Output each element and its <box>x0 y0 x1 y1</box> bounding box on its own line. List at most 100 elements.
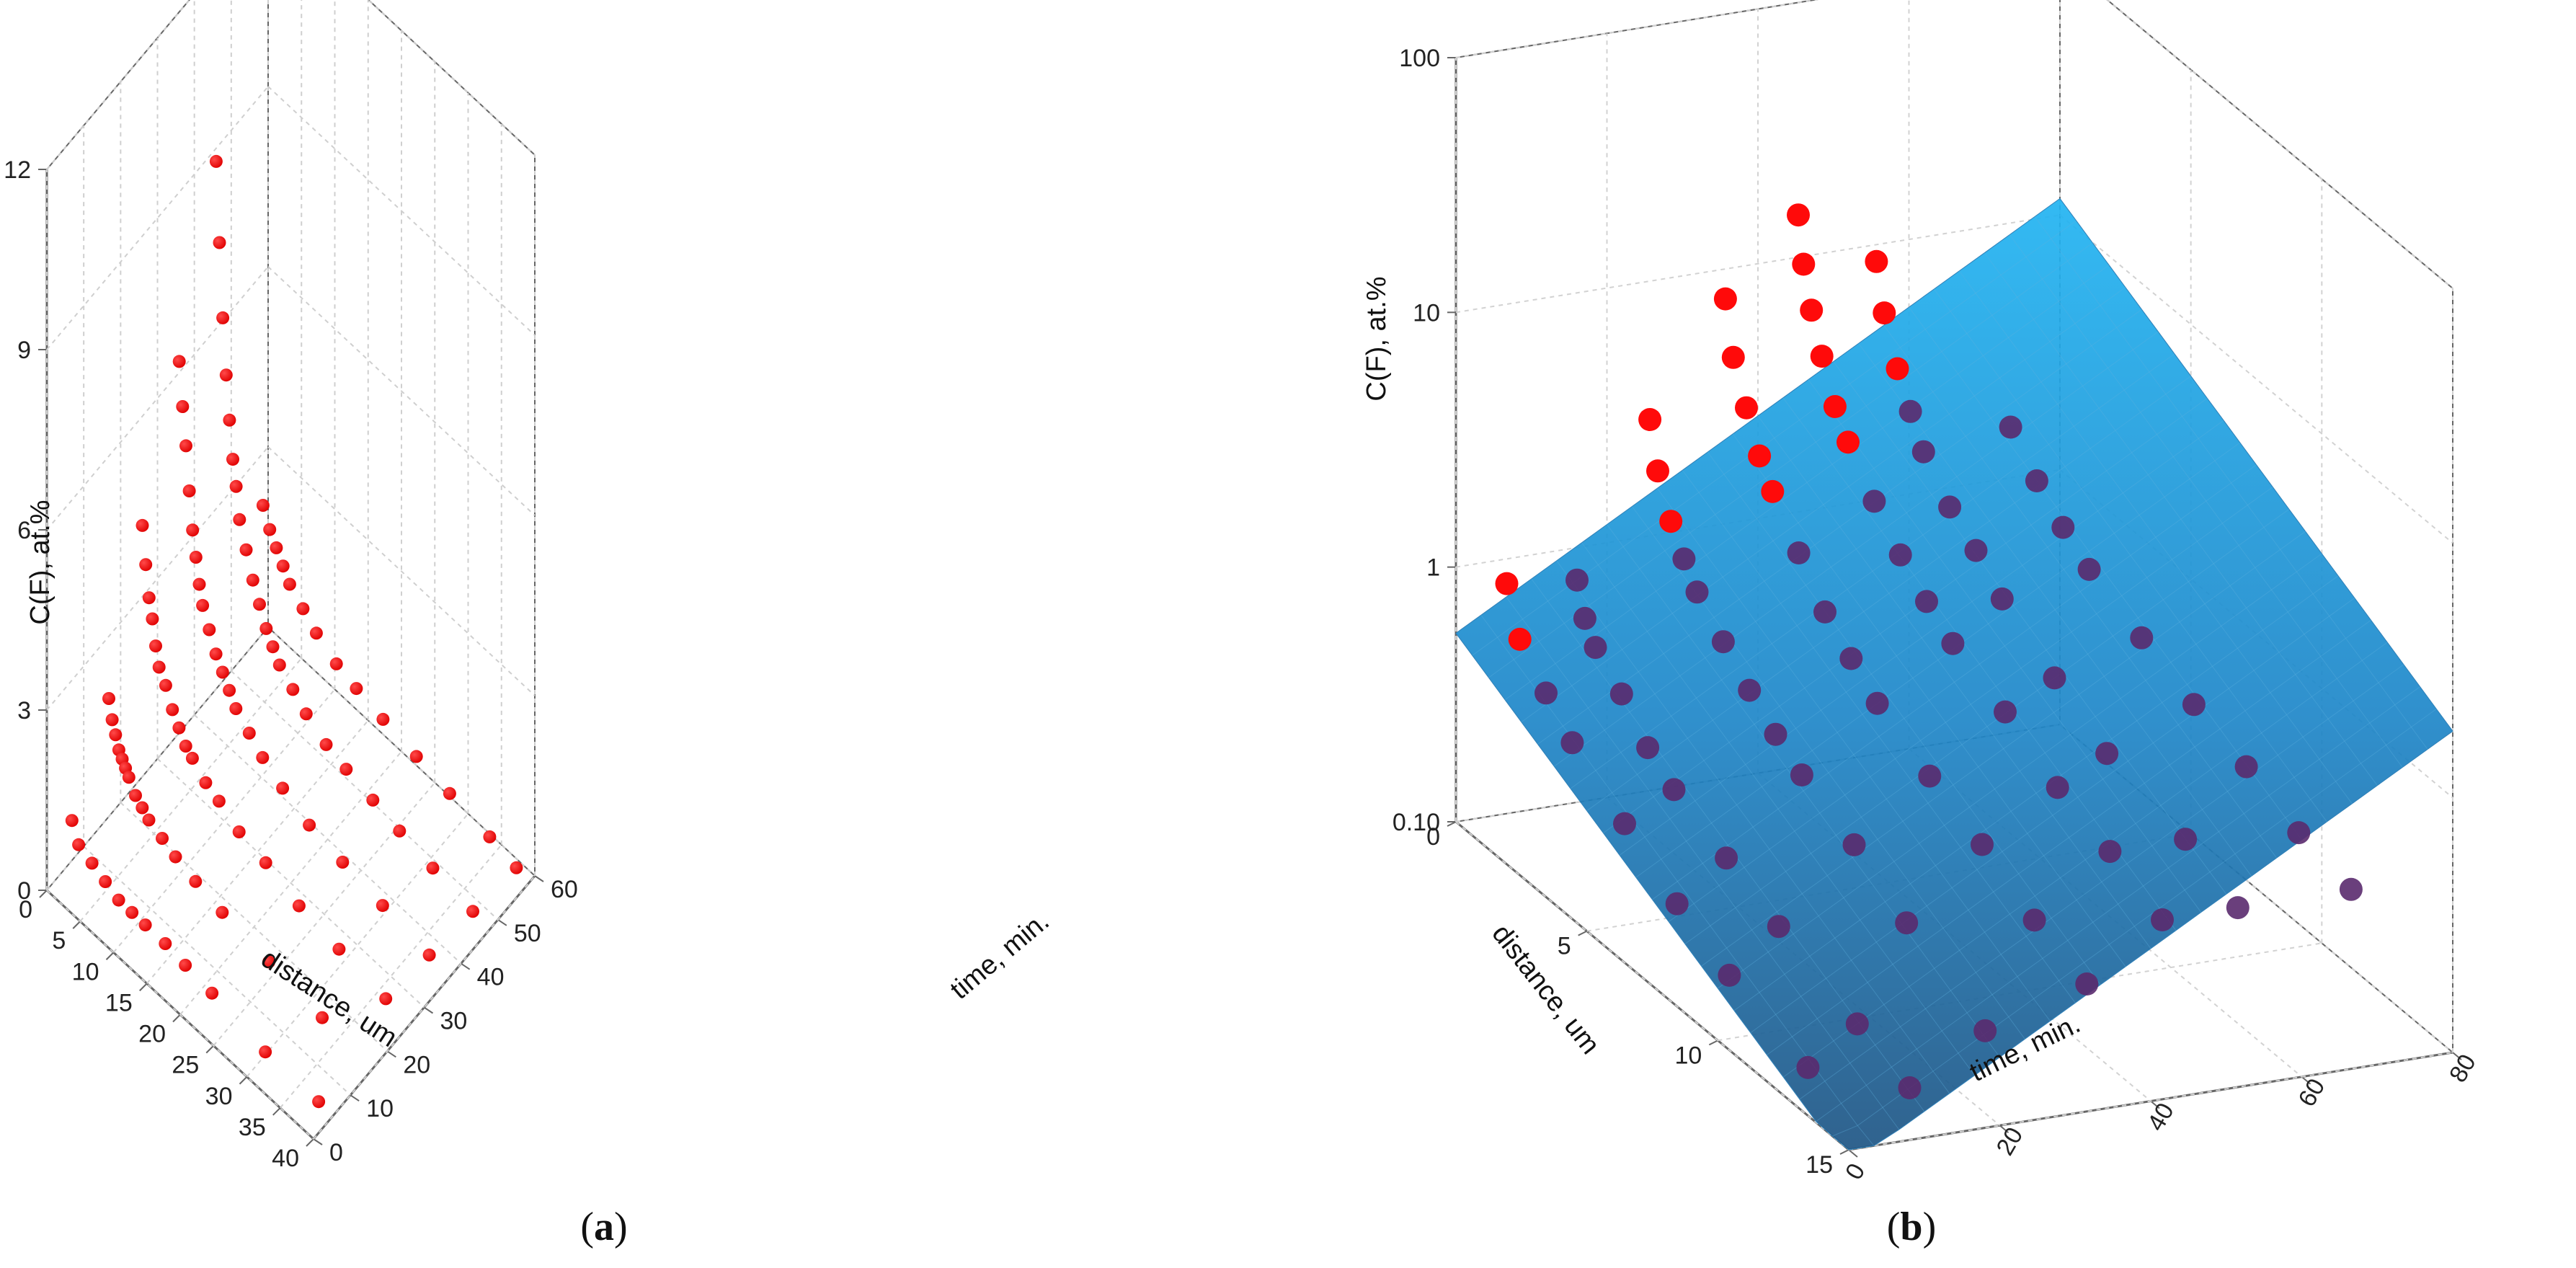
z-tick-label: 9 <box>17 337 31 364</box>
data-point-b <box>1638 408 1662 431</box>
data-point-b <box>1685 580 1709 604</box>
surface-mesh-line <box>1488 242 2093 678</box>
data-point-a <box>379 992 393 1006</box>
panel-b-fit-surface <box>1455 198 2453 1150</box>
tick-mark <box>2150 1100 2160 1109</box>
surface-mesh-line <box>1909 306 2302 841</box>
data-point-b <box>1964 538 1988 562</box>
grid-line <box>46 626 269 891</box>
x-tick-label: 40 <box>272 1145 299 1172</box>
data-point-b <box>2151 908 2174 931</box>
data-point-b <box>1646 459 1669 483</box>
data-point-a <box>125 905 139 919</box>
grid-line <box>79 657 303 922</box>
data-point-a <box>109 728 123 742</box>
surface-mesh-line <box>1701 531 2306 967</box>
data-point-b <box>1865 249 1888 273</box>
data-point-a <box>102 692 115 705</box>
data-point-a <box>172 721 186 735</box>
surface-mesh-line <box>1537 309 2142 745</box>
box-edge <box>367 0 536 156</box>
data-point-a <box>299 707 313 721</box>
grid-line <box>1848 1052 2453 1150</box>
data-point-b <box>1941 631 1965 655</box>
panel-b-z-axis-label: C(F), at.% <box>1362 276 1392 401</box>
surface-mesh-line <box>1603 398 2208 833</box>
data-point-b <box>1613 812 1636 835</box>
grid-line <box>1908 748 2303 1078</box>
data-point-a <box>192 577 206 591</box>
tick-mark <box>2301 1076 2311 1085</box>
tick-mark <box>105 952 115 960</box>
data-point-a <box>266 640 280 654</box>
data-point-b <box>1672 547 1696 571</box>
data-point-a <box>136 518 149 532</box>
data-point-a <box>166 703 179 717</box>
data-point-a <box>409 750 423 763</box>
tick-mark <box>1848 1149 1858 1158</box>
data-point-b <box>1938 495 1962 519</box>
data-point-a <box>139 558 153 572</box>
data-point-a <box>316 1011 329 1024</box>
data-point-a <box>259 856 272 869</box>
data-point-b <box>1508 627 1532 651</box>
surface-mesh-line <box>1757 415 2151 949</box>
data-point-b <box>1721 345 1745 369</box>
grid-line <box>267 446 536 696</box>
grid-line <box>112 688 336 953</box>
data-point-a <box>196 598 210 612</box>
data-point-a <box>209 647 223 661</box>
data-point-b <box>1790 763 1813 786</box>
data-point-b <box>1796 1055 1820 1079</box>
surface-mesh-line <box>1733 575 2339 1011</box>
data-point-a <box>159 937 172 950</box>
data-point-b <box>1718 963 1741 987</box>
data-point-a <box>176 400 190 413</box>
z-tick-label: 0 <box>17 877 31 905</box>
data-point-a <box>259 621 273 635</box>
data-point-a <box>376 712 390 726</box>
data-point-b <box>1584 636 1607 660</box>
data-point-b <box>2075 972 2099 996</box>
data-point-a <box>203 623 216 637</box>
data-point-a <box>213 236 226 249</box>
grid-line <box>246 813 469 1078</box>
panel-b-data-points <box>1495 203 2363 1099</box>
data-point-b <box>2025 469 2048 492</box>
data-point-a <box>199 776 213 789</box>
data-point-a <box>350 682 363 696</box>
data-point-b <box>1873 301 1896 325</box>
data-point-a <box>122 771 136 784</box>
data-point-a <box>138 918 152 932</box>
surface-mesh-line <box>1521 287 2126 723</box>
data-point-b <box>1560 731 1584 755</box>
data-point-b <box>1836 430 1860 454</box>
data-point-a <box>105 713 119 727</box>
tick-mark <box>461 962 471 970</box>
data-point-a <box>179 740 192 753</box>
grid-line <box>46 446 269 711</box>
surface-mesh-line <box>1586 376 2191 812</box>
data-point-b <box>1800 298 1824 322</box>
data-point-b <box>2077 557 2101 581</box>
data-point-a <box>179 959 192 972</box>
data-point-b <box>2095 742 2119 766</box>
surface-mesh-line <box>1556 560 1950 1094</box>
data-point-a <box>189 874 203 888</box>
grid-line <box>2059 214 2453 544</box>
grid-line <box>46 266 269 531</box>
tick-mark <box>1708 1039 1718 1046</box>
data-point-a <box>65 814 79 828</box>
data-point-a <box>272 658 286 672</box>
data-point-a <box>336 856 350 869</box>
y-tick-label: 80 <box>2444 1050 2482 1087</box>
data-point-a <box>85 856 99 870</box>
data-point-b <box>1888 543 1912 567</box>
data-point-b <box>2022 908 2046 932</box>
surface-mesh-line <box>1635 442 2241 878</box>
data-point-b <box>1738 678 1762 702</box>
data-point-b <box>1665 892 1689 915</box>
